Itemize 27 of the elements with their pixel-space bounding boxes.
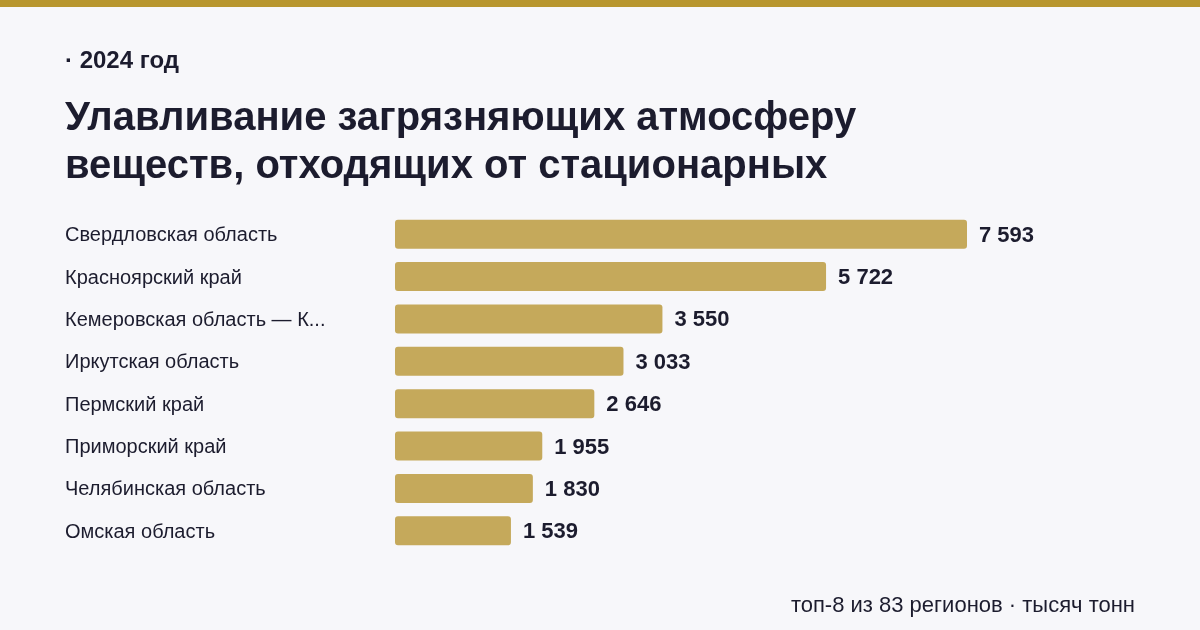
bar (395, 262, 827, 292)
bar (395, 431, 543, 461)
data-label: 1 955 (554, 433, 610, 459)
data-label: 5 722 (838, 264, 894, 290)
data-label: 2 646 (606, 391, 662, 417)
data-label: 1 830 (544, 475, 600, 501)
bar (395, 389, 595, 419)
bar (395, 346, 624, 376)
bar (395, 219, 967, 249)
data-label: 7 593 (979, 221, 1035, 247)
data-label: 3 550 (674, 306, 730, 332)
text: · 2024 год (65, 46, 179, 74)
y-tick-label: Челябинская область (65, 477, 266, 500)
data-label: 3 033 (635, 348, 691, 374)
text: топ-8 из 83 регионов · тысяч тонн (790, 592, 1135, 618)
y-tick-label: Кемеровская область — К... (65, 307, 326, 330)
bar (395, 473, 533, 503)
y-tick-label: Свердловская область (65, 223, 278, 246)
y-tick-label: Омская область (65, 519, 216, 542)
y-tick-label: Иркутская область (65, 350, 240, 373)
y-tick-label: Красноярский край (65, 265, 242, 288)
y-tick-label: Пермский край (65, 392, 205, 415)
bar (395, 304, 663, 334)
y-tick-label: Приморский край (65, 435, 227, 458)
data-label: 1 539 (522, 518, 578, 544)
bar (395, 516, 511, 546)
chart-title: Улавливание загрязняющих атмосферу веществ, отходящих от стационарных (65, 93, 858, 188)
